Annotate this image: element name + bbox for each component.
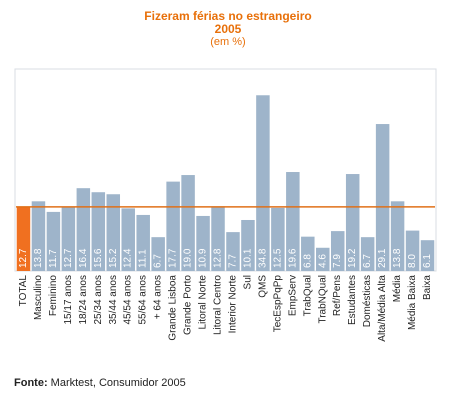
chart-title: Fizeram férias no estrangeiro: [144, 9, 312, 23]
source-text: Marktest, Consumidor 2005: [47, 377, 186, 389]
bar-0: [16, 206, 31, 271]
category-label-0: TOTAL: [18, 275, 29, 307]
bar-13: [211, 206, 225, 271]
category-label-10: Grande Lisboa: [168, 275, 179, 341]
bar-9: [151, 237, 165, 271]
category-label-26: Média Baixa: [407, 275, 418, 330]
value-label-21: 7.9: [332, 254, 343, 268]
bar-21: [330, 231, 345, 271]
category-label-24: Alta/Média Alta: [377, 275, 388, 342]
value-label-9: 6.7: [153, 254, 164, 268]
category-label-22: Estudantes: [347, 275, 358, 325]
value-label-10: 17.7: [168, 248, 179, 268]
category-label-4: 18/24 anos: [78, 275, 89, 325]
category-label-12: Litoral Norte: [198, 275, 209, 330]
category-label-5: 25/34 anos: [93, 275, 104, 325]
bar-27: [420, 240, 435, 271]
category-label-15: Sul: [242, 275, 253, 289]
source-note: Fonte: Marktest, Consumidor 2005: [14, 377, 186, 389]
bar-17: [271, 207, 285, 271]
bar-10: [166, 181, 180, 271]
category-label-19: TrabQual: [302, 275, 313, 316]
bar-26: [405, 230, 420, 271]
value-label-16: 34.8: [257, 248, 268, 268]
value-label-11: 19.0: [183, 248, 194, 268]
value-label-17: 12.5: [272, 248, 283, 268]
bar-12: [196, 215, 210, 271]
value-label-1: 13.8: [33, 248, 44, 268]
value-label-12: 10.9: [198, 248, 209, 268]
category-label-17: TecEspPqPp: [272, 275, 283, 333]
bar-20: [316, 247, 330, 271]
value-label-0: 12.7: [18, 248, 29, 268]
bar-8: [136, 214, 150, 271]
bar-18: [286, 172, 300, 271]
category-label-13: Litoral Centro: [213, 275, 224, 335]
value-label-5: 15.6: [93, 248, 104, 268]
bar-4: [76, 188, 91, 271]
bar-25: [390, 201, 405, 271]
bar-6: [106, 194, 121, 271]
bar-15: [241, 219, 255, 271]
bar-16: [256, 95, 270, 271]
category-label-14: Interior Norte: [227, 275, 238, 334]
category-label-7: 45/54 anos: [123, 275, 134, 325]
value-label-24: 29.1: [377, 248, 388, 268]
value-label-15: 10.1: [242, 248, 253, 268]
bar-19: [301, 236, 315, 271]
bar-7: [121, 208, 135, 271]
source-label: Fonte:: [14, 377, 48, 389]
bar-23: [360, 237, 375, 271]
category-label-6: 35/44 anos: [108, 275, 119, 325]
value-label-26: 8.0: [407, 254, 418, 268]
category-label-9: + 64 anos: [153, 275, 164, 319]
value-label-7: 12.4: [123, 248, 134, 268]
value-label-19: 6.8: [302, 254, 313, 268]
category-label-25: Média: [392, 275, 403, 303]
bar-14: [226, 232, 240, 271]
category-label-21: Ref/Pens: [332, 275, 343, 316]
bar-22: [345, 174, 360, 271]
value-label-6: 15.2: [108, 248, 119, 268]
chart-unit-label: (em %): [210, 36, 246, 48]
value-label-27: 6.1: [422, 254, 433, 268]
category-label-11: Grande Porto: [183, 275, 194, 335]
bar-24: [375, 124, 390, 271]
bar-11: [181, 175, 195, 271]
category-label-20: TrabNQual: [317, 275, 328, 324]
category-label-2: Feminino: [48, 275, 59, 317]
category-label-1: Masculino: [33, 275, 44, 320]
value-label-8: 11.1: [138, 249, 149, 268]
bar-2: [46, 211, 61, 271]
value-label-3: 12.7: [63, 248, 74, 268]
category-label-8: 55/64 anos: [138, 275, 149, 325]
category-label-23: Domésticas: [362, 275, 373, 327]
category-label-18: EmpServ: [287, 275, 298, 316]
value-label-14: 7.7: [227, 254, 238, 268]
chart-subtitle: 2005: [214, 22, 242, 36]
value-label-2: 11.7: [48, 249, 59, 268]
category-label-27: Baixa: [422, 275, 433, 300]
value-label-13: 12.8: [213, 248, 224, 268]
bar-3: [61, 206, 76, 271]
bar-5: [91, 192, 106, 271]
value-label-25: 13.8: [392, 248, 403, 268]
value-label-20: 4.6: [317, 254, 328, 268]
value-label-4: 16.4: [78, 248, 89, 268]
value-label-22: 19.2: [347, 248, 358, 268]
value-label-23: 6.7: [362, 254, 373, 268]
value-label-18: 19.6: [287, 248, 298, 268]
bar-1: [31, 201, 46, 271]
category-label-3: 15/17 anos: [63, 275, 74, 325]
category-label-16: QMS: [257, 275, 268, 298]
